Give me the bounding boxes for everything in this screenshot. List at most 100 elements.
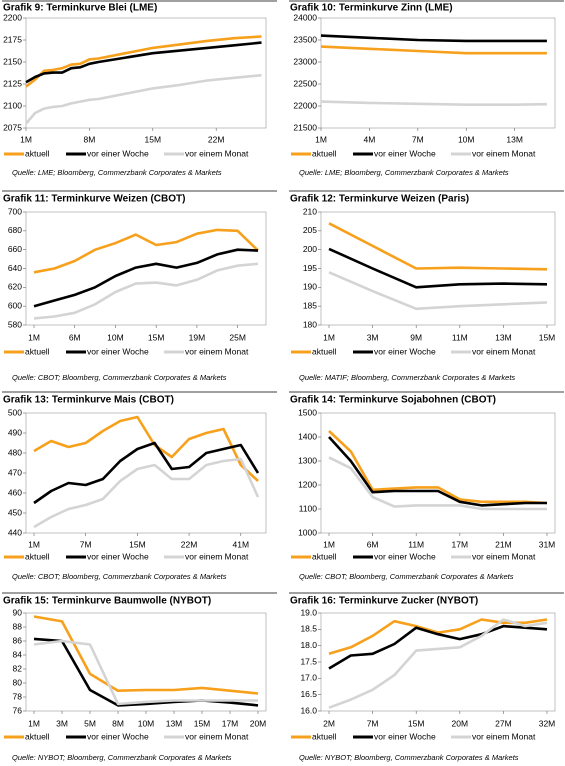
series-line [328,456,547,511]
legend-label: vor einer Woche [374,346,436,356]
x-tick-label: 22M [181,539,198,549]
series-line [328,618,548,709]
x-tick-label: 15M [539,332,556,342]
series-line [320,34,547,43]
series-line [33,415,259,482]
plot-frame [320,17,556,129]
series-line [320,100,547,106]
x-tick-label: 1M [28,332,40,342]
y-tick-label: 16.5 [300,689,317,699]
x-tick-label: 41M [232,539,249,549]
x-tick-label: 15M [129,539,146,549]
y-tick-label: 620 [8,282,22,292]
y-tick-label: 76 [13,705,23,715]
y-tick-label: 660 [8,244,22,254]
x-tick-label: 10M [138,718,155,728]
y-tick-label: 2200 [3,12,22,22]
y-tick-label: 210 [303,206,317,216]
y-tick-label: 22000 [293,100,317,110]
series-line [328,271,548,311]
series-line [328,222,548,271]
y-tick-label: 500 [8,407,22,417]
plot-frame [320,412,556,534]
y-tick-label: 84 [13,649,23,659]
legend-label: vor einer Woche [87,731,149,741]
legend-label: aktuell [312,551,337,561]
y-tick-label: 21500 [293,122,317,132]
x-tick-label: 7M [367,718,379,728]
series-line [328,430,548,505]
legend-label: vor einem Monat [472,346,536,356]
y-tick-label: 1100 [299,503,318,513]
plot-frame [25,17,267,129]
y-tick-label: 700 [8,206,22,216]
x-tick-label: 1M [323,539,335,549]
x-tick-label: 13M [166,718,183,728]
legend-label: aktuell [25,148,50,158]
y-tick-label: 88 [13,621,23,631]
legend-label: vor einer Woche [374,148,436,158]
x-tick-label: 31M [539,539,556,549]
legend-label: aktuell [312,731,337,741]
x-tick-label: 4M [364,134,376,144]
chart-title: Grafik 14: Terminkurve Sojabohnen (CBOT) [290,395,496,406]
x-tick-label: 32M [539,718,556,728]
x-tick-label: 3M [56,718,68,728]
x-tick-label: 10M [458,134,475,144]
x-tick-label: 7M [80,539,92,549]
series-line [33,262,259,320]
legend-label: vor einem Monat [185,346,249,356]
legend-label: vor einem Monat [185,731,249,741]
x-tick-label: 1M [28,718,40,728]
source-note: Quelle: CBOT; Bloomberg, Commerzbank Cor… [299,572,514,581]
series-line [33,615,259,695]
x-tick-label: 15M [145,134,162,144]
source-note: Quelle: NYBOT; Bloomberg, Commerzbank Co… [12,753,232,762]
y-tick-label: 17.0 [300,673,317,683]
y-tick-label: 640 [8,263,22,273]
legend-label: aktuell [312,148,337,158]
series-line [320,45,547,55]
source-note: Quelle: LME; Bloomberg, Commerzbank Corp… [12,168,222,177]
y-tick-label: 440 [8,527,22,537]
legend-label: vor einem Monat [472,551,536,561]
y-tick-label: 78 [13,691,23,701]
legend-label: aktuell [25,346,50,356]
y-tick-label: 470 [8,467,22,477]
y-tick-label: 680 [8,225,22,235]
x-tick-label: 13M [506,134,523,144]
chart-title: Grafik 9: Terminkurve Blei (LME) [3,3,157,14]
x-tick-label: 20M [250,718,267,728]
x-tick-label: 8M [112,718,124,728]
y-tick-label: 195 [303,263,317,273]
chart-title: Grafik 16: Terminkurve Zucker (NYBOT) [290,596,478,607]
x-tick-label: 6M [367,539,379,549]
y-tick-label: 490 [8,427,22,437]
y-tick-label: 17.5 [300,656,317,666]
legend-label: vor einer Woche [374,731,436,741]
x-tick-label: 19M [189,332,206,342]
source-note: Quelle: MATIF; Bloomberg, Commerzbank Co… [299,373,515,382]
y-tick-label: 200 [303,244,317,254]
legend-label: vor einer Woche [87,148,149,158]
y-tick-label: 22500 [293,78,317,88]
x-tick-label: 1M [323,332,335,342]
y-tick-label: 18.0 [300,640,317,650]
x-tick-label: 9M [410,332,422,342]
y-tick-label: 450 [8,507,22,517]
series-line [33,228,259,274]
x-tick-label: 13M [495,332,512,342]
x-tick-label: 15M [148,332,165,342]
legend-label: vor einem Monat [185,551,249,561]
y-tick-label: 180 [303,319,317,329]
legend-label: aktuell [25,551,50,561]
series-line [328,247,548,289]
x-tick-label: 15M [194,718,211,728]
source-note: Quelle: NYBOT; Bloomberg, Commerzbank Co… [299,753,519,762]
plot-frame [25,612,267,712]
x-tick-label: 21M [495,539,512,549]
y-tick-label: 1000 [298,527,317,537]
legend-label: vor einem Monat [472,148,536,158]
x-tick-label: 2M [323,718,335,728]
